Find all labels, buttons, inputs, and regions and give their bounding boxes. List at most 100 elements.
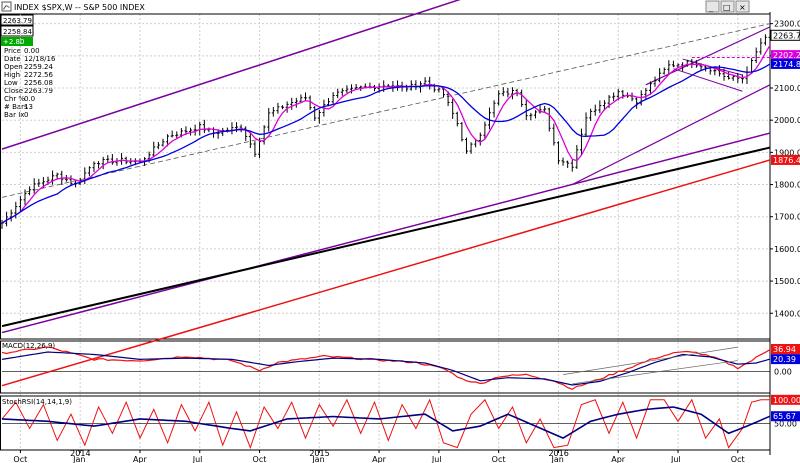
macd-series-macd	[1, 346, 771, 390]
stochrsi-panel-title: StochRSI(14,14,1,9)	[2, 398, 72, 406]
window-header: INDEX $SPX,W -- S&P 500 INDEX _ □ ×	[1, 0, 750, 13]
stochrsi-ytick-label: 50.00	[774, 420, 797, 429]
price-ytick-label: 2300.00	[774, 20, 800, 29]
macd-panel-title: MACD(12,26,9)	[2, 342, 55, 350]
info-label-low: Low	[4, 79, 18, 87]
price-ytick-label: 2000.00	[774, 116, 800, 125]
xtick-month-label: Jul	[431, 455, 442, 463]
xtick-month-label: Jul	[670, 455, 681, 463]
maximize-icon: □	[723, 3, 731, 12]
xtick-month-label: Apr	[372, 455, 387, 463]
price-tag-label: 2263.79	[773, 31, 800, 40]
ma-long-line	[1, 63, 771, 224]
overlay-long-term-support	[1, 146, 771, 328]
price-tag-label: 36.94	[773, 345, 796, 354]
price-tag	[771, 343, 800, 354]
macd-ytick-label: 0.00	[774, 368, 792, 377]
info-value-price: 0.00	[24, 47, 40, 55]
xtick-month-label: Apr	[133, 455, 148, 463]
overlay-channel-lower	[1, 132, 771, 334]
price-tag-label: 2202.26	[773, 51, 800, 60]
xtick-month-label: Jan	[72, 455, 85, 463]
info-label-bars: # Bars	[4, 103, 28, 111]
overlay-triangle-bottom	[673, 68, 743, 92]
close-icon: ×	[739, 3, 746, 12]
xtick-month-label: Oct	[492, 455, 506, 463]
window-title: INDEX $SPX,W -- S&P 500 INDEX	[14, 3, 145, 12]
price-bars	[0, 31, 772, 229]
price-tag-label: 1876.45	[773, 156, 800, 165]
xtick-month-label: Jan	[311, 455, 324, 463]
value-box-2-text: 2258.84	[3, 28, 32, 36]
price-ytick-label: 1500.00	[774, 277, 800, 286]
info-label-barix: Bar Ix	[4, 111, 24, 119]
xtick-year-label: 2015	[309, 449, 329, 458]
price-tag	[770, 29, 800, 41]
macd-panel	[1, 346, 771, 390]
overlay-rising-channel-lower	[571, 84, 771, 186]
price-tag-label: 20.39	[773, 355, 796, 364]
info-value-chg: 0.0	[24, 95, 35, 103]
price-tag	[771, 154, 800, 165]
price-tag	[771, 394, 800, 405]
info-value-open: 2259.24	[24, 63, 53, 71]
xtick-month-label: Oct	[731, 455, 745, 463]
info-label-close: Close	[4, 87, 23, 95]
ma-short-line	[1, 45, 771, 224]
minimize-button[interactable]: _	[705, 0, 720, 13]
chart-icon	[1, 1, 12, 12]
moving-averages	[1, 45, 771, 224]
header-value-boxes: 2263.79 2258.84 +2.80	[0, 14, 34, 46]
overlay-rising-channel-upper	[645, 26, 771, 86]
xtick-year-label: 2016	[548, 449, 568, 458]
close-button[interactable]: ×	[735, 0, 750, 13]
value-box-3	[1, 37, 33, 46]
axes-layer: 2300.002200.002100.002000.001900.001800.…	[13, 20, 800, 463]
xtick-month-label: Jul	[192, 455, 203, 463]
macd-trendline	[572, 360, 738, 385]
price-tag-label: 100.00	[773, 396, 800, 405]
xtick-month-label: Oct	[13, 455, 27, 463]
price-tag-label: 2174.87	[773, 60, 800, 69]
price-ytick-label: 1900.00	[774, 148, 800, 157]
price-tag	[771, 411, 800, 422]
stochrsi-series-signal	[1, 406, 771, 439]
info-label-high: High	[4, 71, 20, 79]
overlay-dashed-line	[1, 23, 771, 198]
info-value-bars: 13	[24, 103, 33, 111]
info-value-barix: 0	[24, 111, 28, 119]
stochrsi-panel	[1, 398, 771, 450]
xtick-month-label: Apr	[611, 455, 626, 463]
xtick-month-label: Oct	[253, 455, 267, 463]
info-label-date: Date	[4, 55, 21, 63]
info-value-close: 2263.79	[24, 87, 53, 95]
trendline-overlays	[1, 0, 771, 387]
info-panel: Price 0.00 Date 12/18/16 Open 2259.24 Hi…	[4, 47, 56, 119]
price-ytick-label: 1700.00	[774, 213, 800, 222]
maximize-button[interactable]: □	[720, 0, 735, 13]
xtick-year-label: 2014	[70, 449, 90, 458]
panel-frames	[0, 12, 771, 455]
info-label-price: Price	[4, 47, 21, 55]
price-tag	[771, 58, 800, 69]
price-ytick-label: 2100.00	[774, 84, 800, 93]
macd-series-signal	[1, 351, 771, 386]
info-value-low: 2256.08	[24, 79, 53, 87]
price-ytick-label: 1400.00	[774, 309, 800, 318]
xtick-month-label: Jan	[550, 455, 563, 463]
stochrsi-series-stochrsi	[1, 398, 770, 450]
info-label-chg: Chr %	[4, 95, 25, 103]
overlay-red-trendline	[1, 159, 771, 387]
price-tag	[771, 354, 800, 365]
price-ytick-label: 1800.00	[774, 181, 800, 190]
price-ytick-label: 1600.00	[774, 245, 800, 254]
value-box-3-text: +2.80	[3, 38, 24, 46]
info-label-open: Open	[4, 63, 23, 71]
info-value-high: 2272.56	[24, 71, 53, 79]
value-box-1-text: 2263.79	[3, 17, 32, 25]
price-tag	[771, 50, 800, 61]
minimize-icon: _	[708, 3, 714, 12]
overlay-channel-upper	[1, 0, 461, 150]
